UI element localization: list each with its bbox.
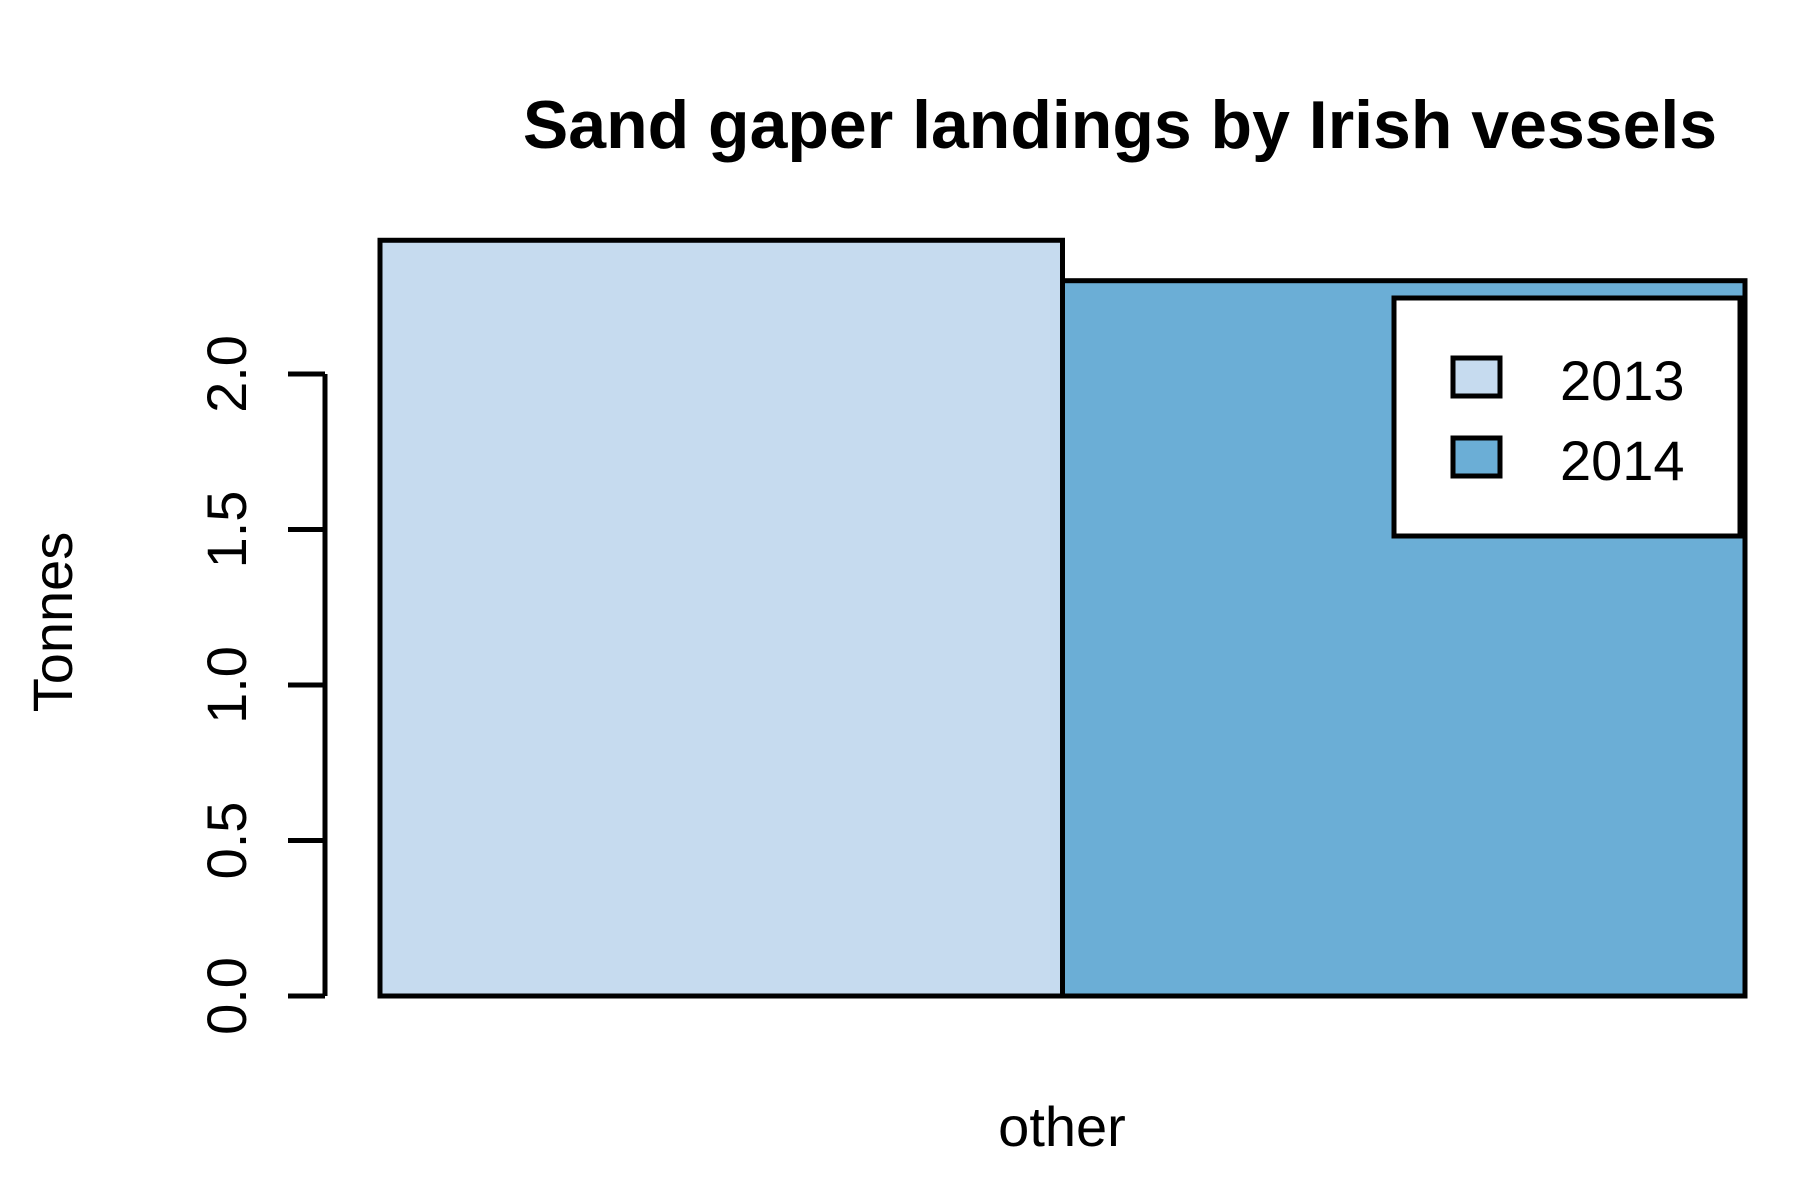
y-tick-label: 1.5 (195, 491, 258, 569)
y-axis: 0.0 0.5 1.0 1.5 2.0 (195, 335, 328, 1035)
y-tick-label: 2.0 (195, 335, 258, 413)
y-tick-label: 0.0 (195, 957, 258, 1035)
legend: 2013 2014 (1391, 295, 1743, 539)
y-tick-label: 0.5 (195, 802, 258, 880)
chart-title: Sand gaper landings by Irish vessels (523, 87, 1717, 163)
bar-2013 (377, 237, 1065, 999)
y-axis-label: Tonnes (21, 532, 84, 713)
legend-label-2014: 2014 (1560, 429, 1685, 492)
legend-swatch-2013 (1450, 355, 1503, 399)
y-tick-label: 1.0 (195, 646, 258, 724)
legend-box (1391, 295, 1743, 539)
legend-swatch-2014 (1450, 435, 1503, 479)
x-tick-label: other (998, 1095, 1126, 1158)
legend-label-2013: 2013 (1560, 349, 1685, 412)
